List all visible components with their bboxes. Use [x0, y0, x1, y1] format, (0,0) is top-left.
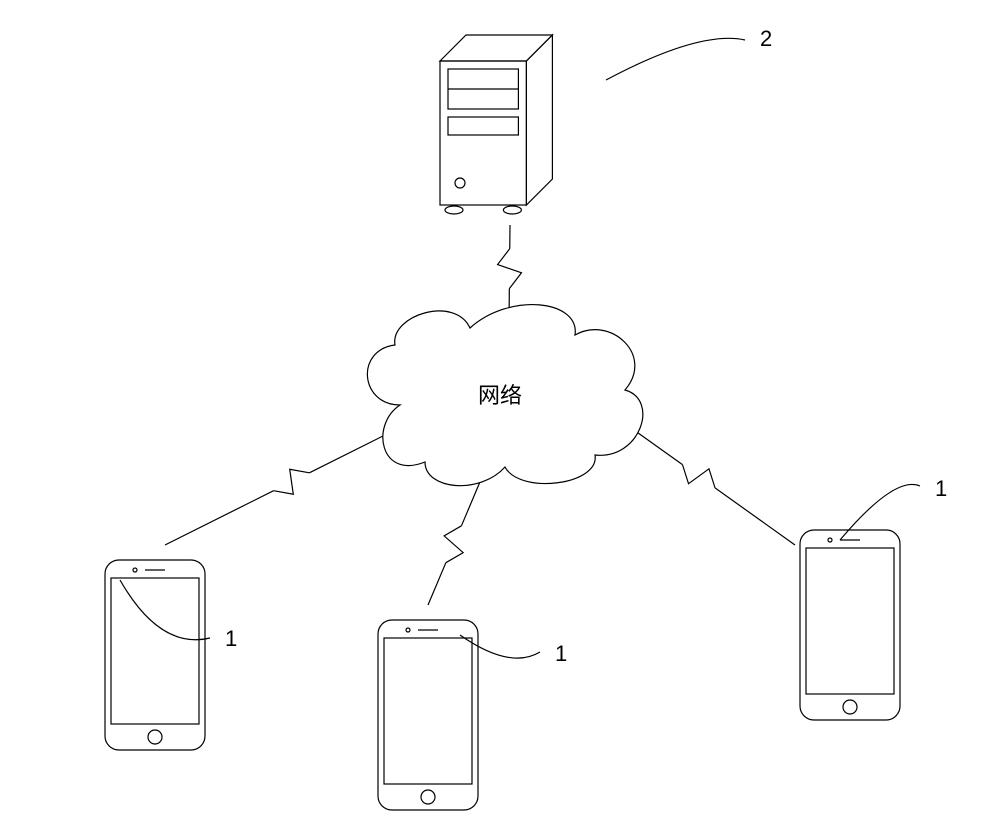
phone-left-icon: 1	[105, 560, 237, 750]
phone-right-leader	[840, 484, 920, 540]
wireless-bolt-icon	[498, 249, 522, 289]
wireless-bolt-icon	[682, 465, 715, 488]
wireless-bolt-icon	[444, 526, 463, 563]
server-label: 2	[760, 26, 772, 51]
link-right-cloud	[620, 420, 795, 545]
wireless-bolt-icon	[274, 469, 310, 494]
server-leader	[606, 38, 745, 80]
link-left-cloud	[165, 430, 395, 545]
phone-center-icon: 1	[378, 620, 567, 810]
phone-left-leader	[120, 580, 210, 640]
cloud-label: 网络	[478, 383, 522, 408]
cloud-network: 网络	[367, 305, 642, 486]
phone-right-icon: 1	[800, 476, 947, 720]
phone-center-label: 1	[555, 641, 567, 666]
link-center-cloud	[428, 470, 485, 605]
phone-left-label: 1	[225, 626, 237, 651]
network-diagram: 网络 2 1 1 1	[0, 0, 1000, 822]
server-icon: 2	[440, 26, 772, 214]
phone-right-label: 1	[935, 476, 947, 501]
